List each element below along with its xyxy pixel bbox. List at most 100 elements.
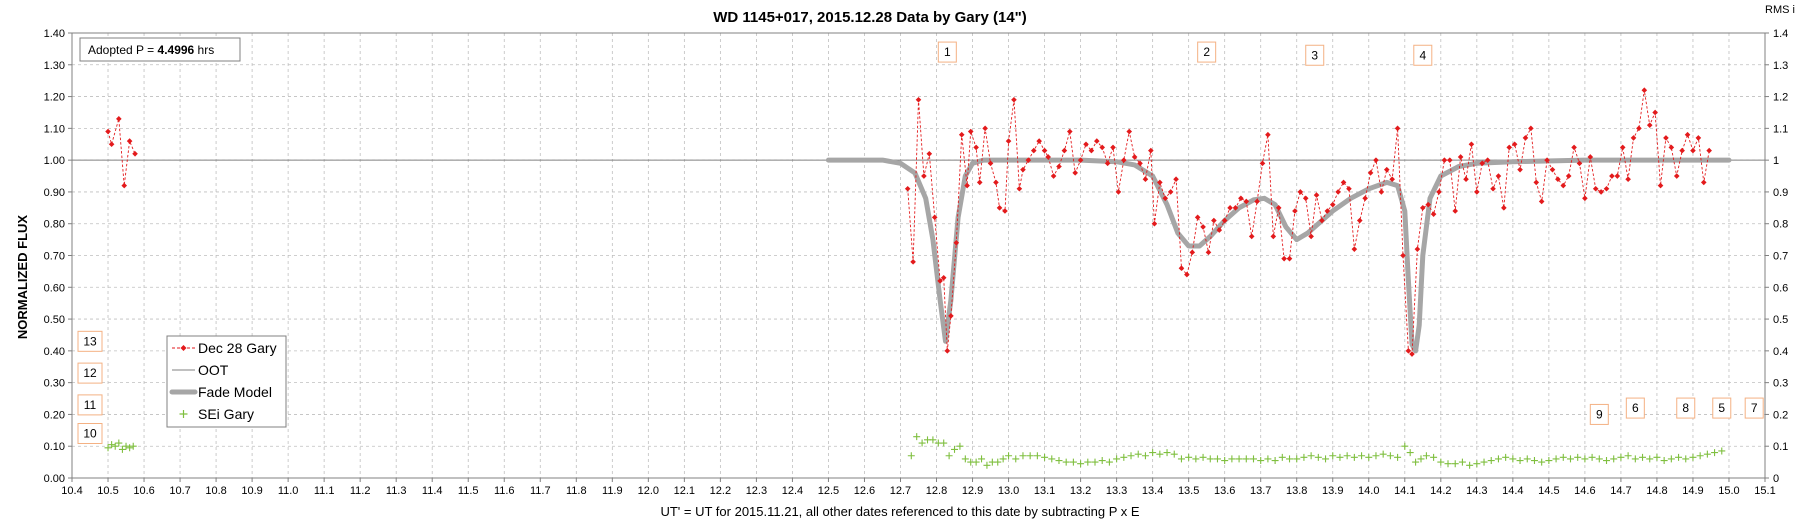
- dec28-point: [1173, 176, 1179, 183]
- x-tick-label: 13.5: [1178, 485, 1199, 497]
- y-tick-label: 1.30: [44, 60, 65, 72]
- y-right-tick-label: 0.2: [1773, 409, 1788, 421]
- sei-point: [1530, 457, 1538, 465]
- dec28-point: [1340, 179, 1347, 186]
- dec28-point: [940, 274, 947, 281]
- sei-point: [1610, 455, 1618, 463]
- x-tick-label: 14.8: [1646, 485, 1667, 497]
- sei-point: [1120, 453, 1128, 461]
- dec28-point: [910, 259, 916, 265]
- x-tick-label: 12.0: [638, 485, 659, 497]
- sei-point: [1177, 455, 1185, 463]
- dec28-point: [1020, 166, 1026, 173]
- sei-point: [1631, 455, 1639, 463]
- sei-point: [1221, 457, 1229, 465]
- x-tick-label: 11.8: [566, 485, 587, 497]
- dec28-point: [1533, 179, 1540, 186]
- dec28-point: [993, 179, 999, 186]
- period-suffix: hrs: [194, 43, 214, 57]
- annotation-box: [77, 362, 103, 384]
- dec28-point: [1178, 265, 1185, 272]
- x-tick-label: 10.8: [205, 485, 226, 497]
- annotation-label: 8: [1682, 401, 1689, 415]
- x-tick-label: 14.0: [1358, 485, 1379, 497]
- sei-point: [1113, 455, 1121, 463]
- sei-point: [1048, 455, 1056, 463]
- x-tick-label: 13.1: [1034, 485, 1055, 497]
- sei-point: [1250, 455, 1257, 463]
- sei-point: [126, 444, 134, 452]
- sei-point: [1639, 453, 1647, 461]
- dec28-point: [1630, 135, 1637, 141]
- sei-point: [1480, 458, 1488, 466]
- x-tick-label: 11.1: [314, 485, 335, 497]
- annotation-label: 10: [83, 427, 97, 441]
- dec28-point: [915, 96, 922, 103]
- sei-point: [1458, 458, 1466, 466]
- dec28-point: [982, 125, 988, 132]
- sei-point: [1149, 449, 1157, 457]
- dec28-point: [132, 150, 138, 157]
- sei-point: [1675, 453, 1683, 461]
- legend: Dec 28 Gary OOT Fade Model SEi Gary: [166, 335, 287, 428]
- dec28-point: [1319, 217, 1325, 224]
- dec28-point: [1142, 176, 1149, 183]
- dec28-point: [1657, 182, 1664, 189]
- dec28-point: [1400, 252, 1406, 259]
- sei-point: [1012, 455, 1020, 463]
- y-tick-label: 0.30: [44, 378, 65, 390]
- annotation-box: [1589, 403, 1609, 425]
- sei-point: [1084, 458, 1092, 466]
- dec28-point: [1259, 160, 1266, 167]
- dec28-point: [1157, 179, 1163, 186]
- dec28-point: [1436, 189, 1442, 195]
- dec28-point: [996, 205, 1003, 211]
- sei-point: [1523, 455, 1531, 463]
- sei-point: [929, 436, 937, 444]
- sei-point: [1689, 453, 1697, 461]
- x-tick-label: 11.4: [422, 485, 443, 497]
- x-tick-label: 11.6: [494, 485, 515, 497]
- sei-point: [1718, 447, 1726, 455]
- dec28-point: [964, 182, 970, 189]
- period-prefix: Adopted P =: [88, 43, 158, 57]
- sei-point: [1286, 455, 1294, 463]
- sei-point: [118, 445, 126, 453]
- dec28-dashed-line: [907, 90, 1710, 355]
- x-tick-label: 14.7: [1610, 485, 1631, 497]
- dec28-point: [1050, 173, 1057, 179]
- dec28-point: [1072, 170, 1078, 176]
- dec28-point: [1162, 195, 1169, 202]
- y-tick-label: 0.70: [44, 251, 65, 263]
- dec28-point: [105, 128, 111, 135]
- dec28-point: [1184, 271, 1190, 278]
- dec28-point: [967, 128, 974, 135]
- dec28-point: [1126, 128, 1133, 135]
- dec28-point: [1356, 217, 1363, 224]
- dec28-point: [1121, 157, 1127, 163]
- sei-point: [1105, 458, 1113, 466]
- x-tick-label: 10.4: [61, 485, 82, 497]
- period-note: Adopted P = 4.4996 hrs: [88, 43, 214, 57]
- sei-point: [1213, 455, 1221, 463]
- dec28-point: [973, 144, 979, 151]
- dec28-point: [1447, 157, 1453, 163]
- dec28-point: [904, 185, 911, 192]
- dec28-point: [1194, 214, 1201, 221]
- dec28-point: [1265, 131, 1271, 138]
- x-tick-label: 12.5: [818, 485, 839, 497]
- period-note-box: Adopted P = 4.4996 hrs: [79, 37, 241, 62]
- x-tick-label: 14.9: [1682, 485, 1703, 497]
- dec28-point: [108, 141, 115, 148]
- dec28-point: [1576, 160, 1583, 167]
- sei-point: [1624, 452, 1632, 460]
- annotation-box: [77, 423, 103, 444]
- sei-point: [1185, 453, 1193, 461]
- y-tick-label: 0.00: [44, 473, 65, 485]
- annotation-label: 7: [1751, 401, 1758, 415]
- dec28-point: [1646, 122, 1653, 128]
- legend-label-oot: OOT: [198, 362, 229, 378]
- dec28-point: [1378, 189, 1385, 195]
- sei-point: [1401, 442, 1409, 450]
